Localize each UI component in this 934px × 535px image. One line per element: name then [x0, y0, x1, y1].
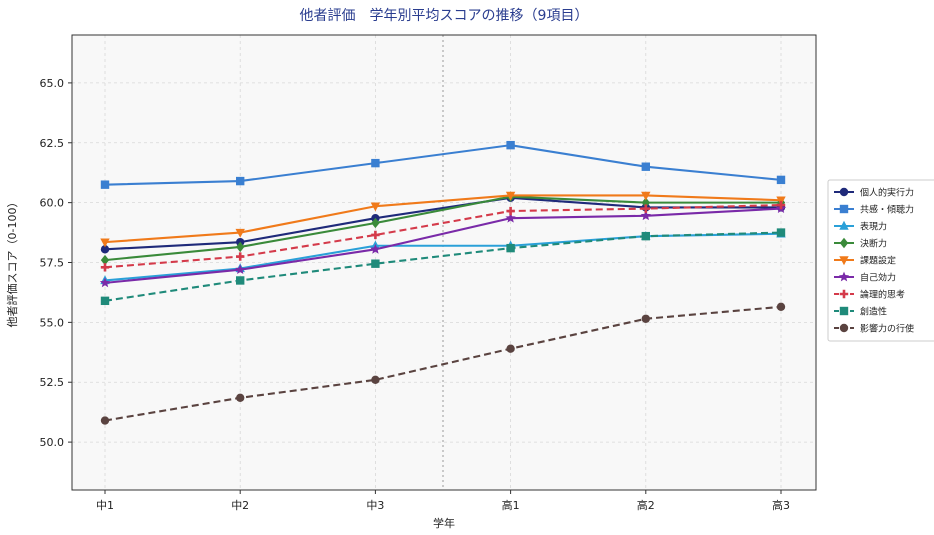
legend-label: 個人的実行力: [860, 187, 914, 199]
legend-marker: [839, 289, 849, 299]
data-point: [641, 162, 650, 171]
x-tick-label: 高2: [637, 498, 655, 512]
legend-item: 表現力: [834, 221, 887, 233]
legend-item: 決断力: [834, 238, 887, 250]
y-tick-label: 55.0: [40, 316, 65, 329]
legend-label: 共感・傾聴力: [860, 204, 914, 216]
series-line: [104, 305, 782, 422]
data-point: [236, 393, 245, 403]
x-tick-label: 中1: [96, 499, 114, 512]
legend-item: 課題設定: [834, 255, 896, 267]
series-line: [104, 231, 782, 302]
data-point: [641, 231, 650, 241]
data-point: [236, 176, 245, 186]
data-point: [99, 277, 111, 288]
legend-item: 影響力の行使: [834, 323, 914, 335]
data-point: [100, 296, 110, 306]
x-tick-label: 中2: [231, 499, 249, 512]
data-point: [371, 259, 380, 268]
legend-marker: [839, 237, 849, 249]
data-point: [236, 241, 245, 253]
series-line: [104, 195, 781, 262]
data-point: [505, 191, 516, 201]
legend-marker: [839, 256, 849, 266]
data-point: [776, 175, 786, 185]
legend-marker: [839, 204, 849, 214]
data-point: [506, 243, 515, 253]
legend-label: 影響力の行使: [860, 323, 914, 335]
x-tick-label: 高1: [502, 498, 520, 512]
data-point: [641, 191, 651, 201]
series-6: [99, 203, 787, 288]
legend-marker: [839, 220, 849, 230]
series-7: [100, 200, 786, 272]
data-point: [236, 252, 245, 261]
x-tick-label: 高3: [772, 498, 790, 512]
x-axis-label: 学年: [433, 516, 455, 530]
data-point: [506, 140, 515, 150]
legend-item: 自己効力: [834, 272, 896, 284]
data-point: [100, 416, 110, 425]
data-point: [100, 254, 110, 266]
data-point: [641, 204, 650, 213]
y-tick-label: 52.5: [40, 376, 65, 389]
data-point: [506, 206, 515, 216]
legend-marker: [839, 306, 849, 316]
legend-item: 共感・傾聴力: [834, 204, 914, 216]
series-line: [104, 144, 782, 186]
legend-label: 自己効力: [860, 272, 896, 284]
data-point: [371, 375, 380, 385]
data-point: [641, 197, 650, 208]
data-point: [640, 210, 651, 221]
legend-label: 論理的思考: [860, 289, 905, 301]
data-point: [100, 180, 110, 189]
data-point: [776, 228, 786, 237]
chart-title: 他者評価 学年別平均スコアの推移（9項目）: [300, 8, 589, 24]
series-line: [104, 203, 782, 269]
data-point: [371, 158, 380, 168]
y-axis-label: 他者評価スコア（0-100）: [5, 197, 19, 328]
legend-marker: [838, 271, 850, 282]
data-point: [370, 243, 381, 254]
x-tick-label: 中3: [366, 499, 384, 512]
data-point: [370, 202, 381, 212]
legend-item: 論理的思考: [834, 289, 905, 301]
legend-item: 個人的実行力: [834, 187, 914, 199]
data-point: [641, 314, 650, 323]
series-line: [104, 194, 782, 244]
data-point: [776, 302, 786, 312]
series-8: [100, 228, 786, 306]
legend-marker: [839, 323, 849, 333]
data-point: [371, 230, 380, 240]
legend-label: 課題設定: [860, 255, 896, 267]
data-point: [371, 217, 380, 229]
legend-box: [827, 179, 934, 342]
legend-item: 創造性: [834, 306, 887, 318]
data-point: [100, 238, 110, 248]
data-point: [100, 263, 110, 272]
y-tick-label: 65.0: [40, 77, 65, 90]
data-point: [235, 228, 245, 238]
series-9: [100, 302, 786, 425]
data-point: [100, 245, 110, 254]
data-point: [505, 212, 516, 223]
data-point: [235, 264, 246, 275]
legend-marker: [839, 187, 849, 197]
y-tick-label: 50.0: [40, 436, 65, 449]
data-point: [236, 276, 245, 285]
legend-label: 表現力: [860, 221, 887, 233]
y-tick-label: 60.0: [40, 197, 65, 210]
y-tick-label: 62.5: [40, 137, 65, 150]
series-2: [100, 140, 786, 189]
y-tick-label: 57.5: [40, 257, 65, 270]
series-line: [104, 207, 782, 284]
legend-label: 創造性: [860, 306, 887, 318]
legend-label: 決断力: [860, 238, 887, 250]
data-point: [506, 344, 515, 353]
data-point: [776, 200, 786, 210]
